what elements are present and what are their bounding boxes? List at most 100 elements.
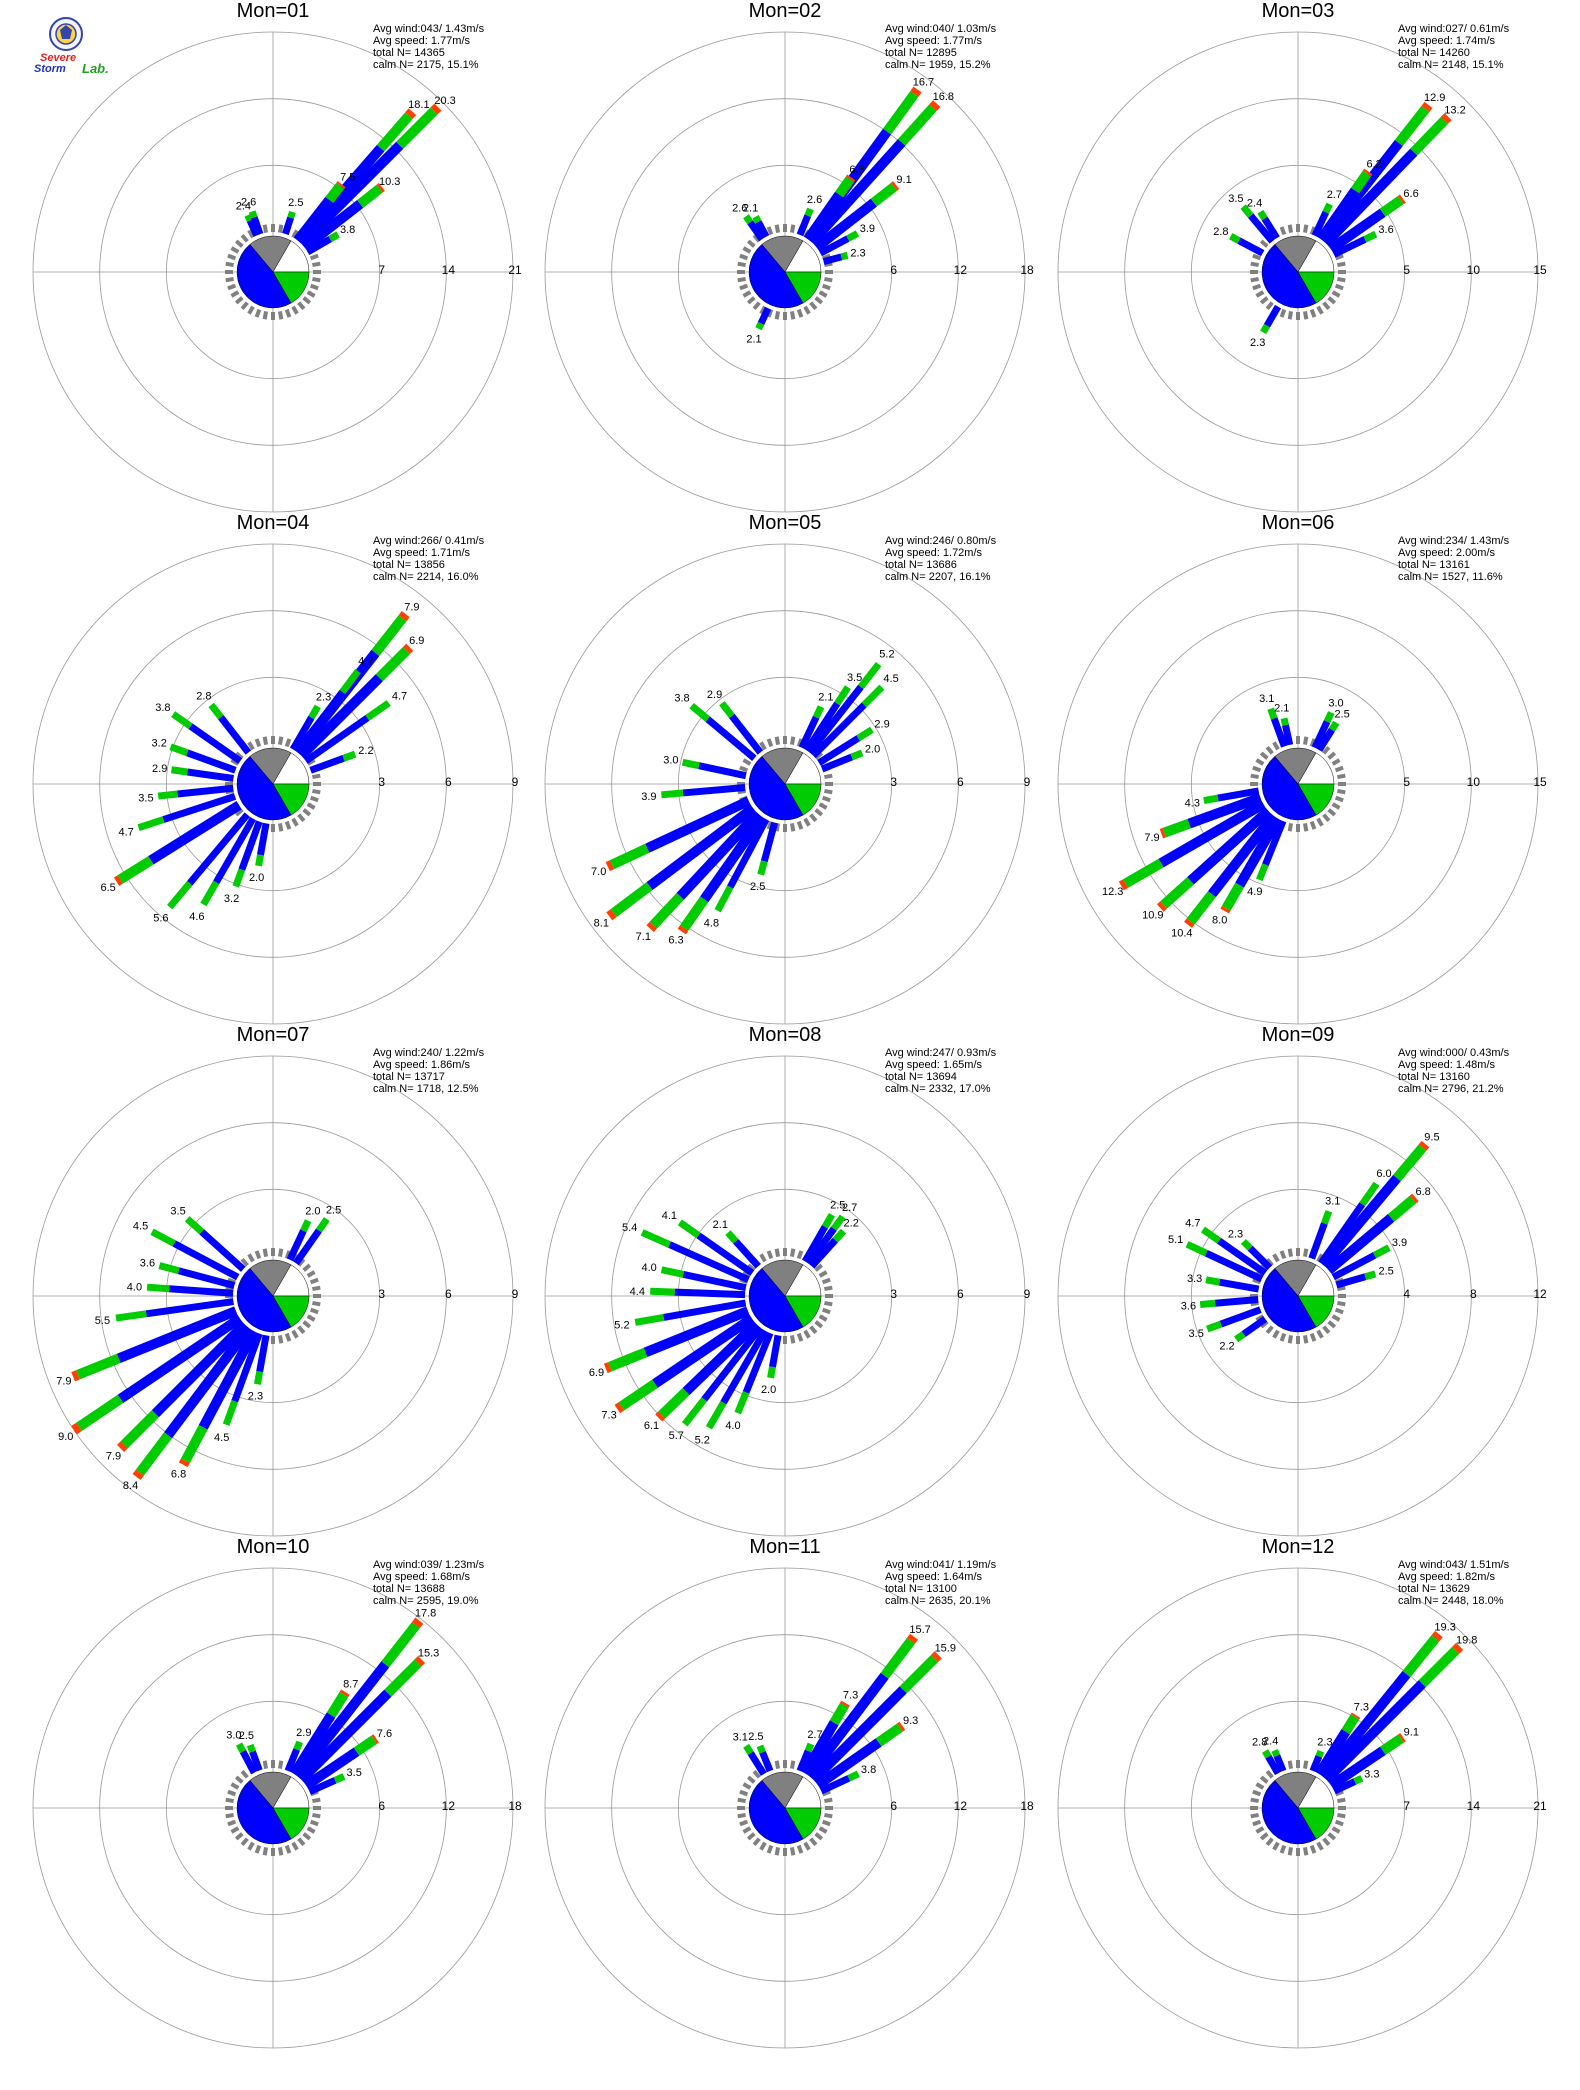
bar-value-label: 2.2 [358,745,373,757]
bar-value-label: 4.7 [392,690,407,702]
bar-segment-green [756,1744,766,1754]
direction-stub [1279,308,1287,318]
bar-segment-blue [1265,1754,1282,1776]
ring-label: 18 [508,1799,522,1813]
bar-segment-blue [682,1320,760,1396]
bar-segment-green [308,704,321,720]
direction-stub [297,301,306,311]
direction-stub [774,823,781,832]
calm-pie [236,747,310,821]
bar-segment-red [405,108,417,119]
direction-stub [291,229,299,239]
direction-stub [1337,773,1346,780]
direction-stub [821,253,831,261]
bar-value-label: 19.8 [1456,1634,1477,1646]
direction-stub [312,1797,321,1804]
bar-segment-green [150,1228,176,1247]
bar-segment-green [846,230,860,242]
direction-stub [306,802,316,810]
direction-stub [1331,802,1341,810]
direction-stub [752,1769,761,1779]
bar-segment-green [1221,882,1244,911]
stat-total-n: total N= 13629 [1398,1583,1470,1595]
pie-slice-blue [748,244,804,309]
ring-label: 21 [1533,1799,1547,1813]
bar-value-label: 4.9 [1247,886,1262,898]
bar-value-label: 4.5 [883,673,898,685]
bar-segment-blue [305,235,332,256]
direction-stub [1279,1250,1287,1260]
bar-segment-blue [303,715,370,764]
windrose-panel: 3 6 9 5.2 4.5 3.5 2.9 2.0 2.1 3.8 2.9 3.0 3.9 7.0 8.1 7… [544,512,1031,1025]
bar-segment-blue [188,723,243,764]
bar-segment-green [640,1229,671,1248]
bar-segment-red [1431,1630,1443,1642]
bar-segment-blue [803,191,844,243]
bar-segment-green [1322,202,1333,214]
bar-segment-green [847,1770,860,1782]
bar-value-label: 3.8 [340,224,355,236]
bar-value-label: 4.0 [641,1262,656,1274]
direction-stub [814,296,824,305]
bar-segment-green [661,789,684,799]
ring-label: 3 [890,1287,897,1301]
pie-slice-blue [1261,756,1317,821]
bar-segment-green [882,91,919,135]
bar-segment-green [342,750,357,762]
direction-stub [277,1248,284,1257]
direction-stub [821,283,831,291]
bar-segment-blue [805,1226,837,1266]
bar-value-label: 6.8 [849,164,864,176]
ring-label: 10 [1467,775,1481,789]
bar-segment-red [132,1469,144,1481]
direction-stub [739,283,749,291]
bar-segment-green [316,1217,330,1233]
bar-value-label: 7.9 [1144,832,1159,844]
bar-segment-green [76,1353,121,1380]
calm-pie [1261,1259,1335,1333]
bar-segment-green [1372,1244,1391,1259]
bar-segment-green [1234,1331,1246,1343]
stat-avg-wind: Avg wind:043/ 1.51m/s [1398,1559,1510,1571]
bar-segment-blue [257,822,270,856]
ring-label: 6 [957,775,964,789]
direction-stub [1327,1320,1337,1329]
direction-stub [284,1844,292,1854]
bar-value-label: 15.7 [909,1624,930,1636]
bar-value-label: 3.1 [1325,1195,1340,1207]
bar-segment-green [831,1214,846,1231]
stat-avg-speed: Avg speed: 1.48m/s [1398,1059,1496,1071]
bar-segment-green [146,1283,170,1293]
bar-segment-green [1359,1181,1380,1207]
bar-segment-blue [682,1270,747,1292]
direction-stub [789,1335,796,1344]
bar-segment-blue [645,796,751,853]
bar-value-label: 3.5 [170,1206,185,1218]
stat-calm-n: calm N= 2595, 19.0% [373,1595,479,1607]
bar-value-label: 3.2 [152,738,167,750]
bar-value-label: 2.5 [1378,1266,1393,1278]
direction-stub [1334,1819,1344,1827]
direction-stub [824,788,833,795]
direction-stub [814,1320,824,1329]
direction-stub [284,308,292,318]
bar-segment-blue [800,1720,839,1776]
ring-label: 12 [442,1799,456,1813]
direction-stub [1337,1812,1346,1819]
windrose-panel: 3 6 9 2.52.7 2.2 4.1 5.4 2.1 4.0 4.4 5.2 6.9 7.3 6.1 5… [544,1024,1031,1537]
bar-segment-blue [1187,792,1263,829]
bar-segment-green [821,1212,835,1229]
direction-stub [1327,296,1337,305]
bar-segment-green [1162,818,1191,838]
bar-value-label: 2.0 [305,1205,320,1217]
direction-stub [247,1253,255,1263]
bar-segment-blue [164,1324,253,1439]
direction-stub [809,1325,818,1335]
bar-segment-blue [674,1288,746,1299]
direction-stub [234,1832,244,1841]
bar-value-label: 4.3 [1185,798,1200,810]
panel-title: Mon=04 [237,512,310,534]
direction-stub [306,758,316,766]
stat-avg-wind: Avg wind:266/ 0.41m/s [373,535,485,547]
direction-stub [774,736,781,745]
